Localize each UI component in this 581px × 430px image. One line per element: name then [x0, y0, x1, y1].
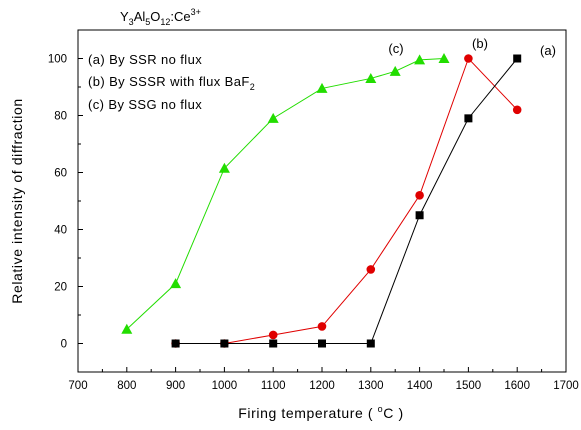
series-a-point	[269, 339, 278, 348]
series-c-point	[170, 278, 182, 289]
x-tick-label: 1300	[358, 380, 384, 392]
x-tick-label: 800	[117, 380, 136, 392]
series-b-point	[464, 54, 473, 63]
x-tick-label: 900	[166, 380, 185, 392]
series-c-point	[218, 162, 230, 173]
series-a-point	[318, 339, 326, 348]
y-axis-label: Relative intensity of diffraction	[9, 98, 25, 304]
series-b-point	[366, 265, 376, 274]
legend-line-a: (a) By SSR no flux	[88, 52, 202, 67]
series-b-line	[175, 57, 518, 344]
series-b-point	[268, 330, 278, 340]
series-b-point	[512, 105, 522, 115]
y-tick-label: 100	[48, 54, 67, 66]
series-a-point	[366, 339, 375, 348]
x-tick-label: 1100	[261, 380, 286, 392]
series-c-point	[267, 112, 279, 123]
y-tick-label: 40	[54, 225, 67, 237]
ticks: 700 800 900 1000 1100 1200 1300 1400 1500 1600 170…	[48, 29, 579, 392]
series-tag-a: (a)	[540, 43, 556, 58]
series-a-point	[171, 339, 180, 348]
legend-line-c: (c) By SSG no flux	[88, 97, 202, 112]
series-layer: (a) (b) (c)	[121, 36, 556, 348]
y-tick-label: 0	[61, 339, 67, 351]
y-tick-label: 60	[54, 168, 67, 180]
x-tick-label: 1600	[504, 380, 530, 392]
series-c-point	[414, 54, 426, 65]
x-tick-label: 1400	[407, 380, 433, 392]
series-tag-b: (b)	[472, 36, 488, 51]
series-c-point	[316, 82, 328, 93]
series-a-line	[175, 58, 518, 344]
x-tick-label: 1500	[456, 380, 482, 392]
x-tick-label: 700	[68, 380, 87, 392]
series-a-point	[220, 339, 229, 348]
y-tick-label: 80	[54, 111, 67, 123]
series-a-point	[464, 114, 473, 123]
series-b-point	[415, 191, 424, 200]
x-axis-label: Firing temperature ( oC )	[238, 404, 404, 421]
series-b-point	[317, 322, 327, 331]
series-c-point	[365, 72, 377, 83]
x-tick-label: 1000	[212, 380, 238, 392]
series-c-point	[389, 65, 401, 76]
series-c-point	[438, 53, 450, 63]
series-a-point	[513, 54, 522, 63]
chart-title: Y3Al5O12:Ce3+	[120, 7, 201, 27]
x-tick-label: 1200	[309, 380, 335, 392]
legend: (a) By SSR no flux (b) By SSSR with flux…	[88, 52, 255, 112]
y-tick-label: 20	[54, 282, 67, 294]
series-a-point	[415, 211, 424, 220]
legend-line-b: (b) By SSSR with flux BaF2	[88, 74, 255, 92]
x-tick-label: 1700	[553, 380, 579, 392]
series-tag-c: (c)	[388, 41, 403, 56]
series-c-point	[121, 323, 133, 334]
